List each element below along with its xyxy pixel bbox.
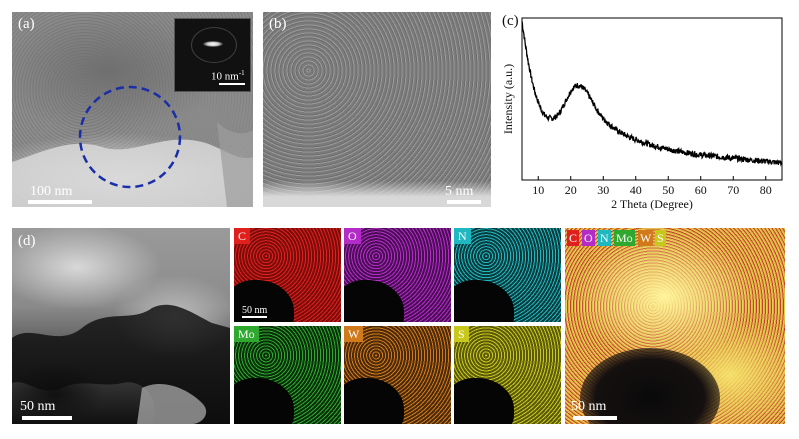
map-tag-s: S [454,326,469,342]
eds-map-o: O [344,228,451,322]
panel-d-haadf-image: (d) 50 nm [12,228,230,424]
inset-scale-bar [219,83,245,85]
overlay-tag-o: O [582,230,595,246]
scale-bar-label-a: 100 nm [30,184,73,199]
panel-label-c: (c) [502,13,519,29]
overlay-scale-label: 50 nm [571,399,607,414]
saed-inset: 10 nm-1 [174,18,251,92]
eds-map-n: N [454,228,561,322]
overlay-tag-s: S [655,230,666,246]
eds-map-s: S [454,326,561,424]
xrd-plot: 10 20 30 40 50 60 70 80 2 Theta (Degree) Intensit… [501,17,783,211]
map-tag-n: N [454,228,471,244]
map-scale-bar [242,316,267,318]
overlay-scale-bar [573,416,617,420]
map-tag-w: W [344,326,364,342]
overlay-tag-mo: Mo [614,230,635,246]
xrd-series-line [521,21,783,167]
x-tick-label: 80 [760,183,772,197]
x-tick-label: 60 [695,183,707,197]
panel-label-d: (d) [18,233,36,249]
selected-area-circle [78,85,182,189]
x-tick-label: 50 [662,183,674,197]
eds-map-c: C 50 nm [234,228,341,322]
diffraction-spot [203,41,223,47]
scale-bar-label-d: 50 nm [20,399,56,414]
overlay-tag-n: N [598,230,611,246]
x-tick-label: 40 [630,183,642,197]
x-tick-label: 10 [532,183,544,197]
haadf-shape [12,304,230,424]
panel-label-b: (b) [269,16,287,32]
eds-overlay-map: C O N Mo W S 50 nm [565,228,785,424]
x-tick-label: 70 [727,183,739,197]
map-tag-mo: Mo [234,326,259,342]
scale-bar-label-b: 5 nm [445,184,474,199]
overlay-void [580,348,720,424]
inset-scale-label: 10 nm-1 [211,69,245,83]
tem-a-texture [12,85,253,207]
map-tag-c: C [234,228,251,244]
overlay-tag-w: W [638,230,654,246]
panel-label-a: (a) [18,16,35,32]
scale-bar-d [22,416,72,420]
scale-bar-b [447,200,481,204]
diffraction-ring [191,27,237,63]
scale-bar-a [28,200,92,204]
map-scale-label: 50 nm [242,305,268,316]
map-tag-o: O [344,228,361,244]
panel-a-tem-image: 10 nm-1 (a) 100 nm [12,12,253,207]
eds-map-mo: Mo [234,326,341,424]
plot-frame [521,17,783,181]
panel-b-hrtem-image: (b) 5 nm [263,12,491,207]
x-tick-label: 20 [565,183,577,197]
overlay-tag-c: C [567,230,580,246]
eds-map-w: W [344,326,451,424]
x-tick-label: 30 [597,183,609,197]
panel-c-xrd-chart: (c) 10 20 30 40 50 60 70 80 2 Theta (Degree) Inte… [498,8,794,218]
y-axis-label: Intensity (a.u.) [501,64,515,134]
x-axis-label: 2 Theta (Degree) [611,197,693,211]
